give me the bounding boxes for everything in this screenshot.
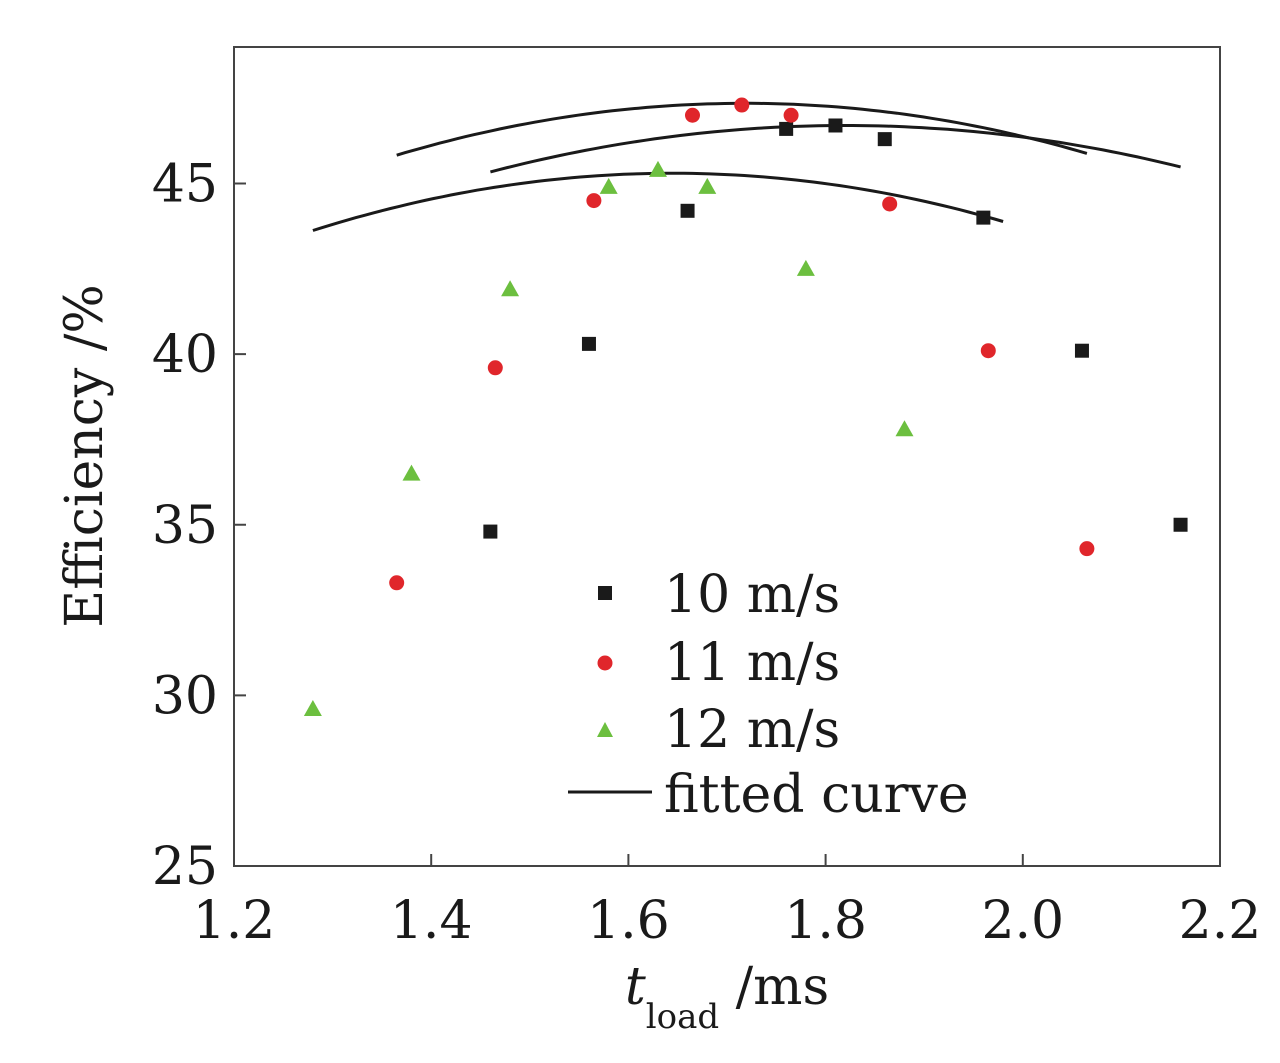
y-tick-label: 40: [152, 325, 218, 385]
point-square: [976, 210, 991, 225]
point-triangle: [796, 259, 815, 276]
x-axis-label: tload /ms: [625, 957, 829, 1037]
point-triangle: [303, 700, 322, 717]
x-tick-label: 1.2: [193, 891, 276, 951]
data-markers: [303, 97, 1188, 717]
y-tick-label: 25: [152, 837, 218, 897]
point-triangle: [402, 464, 421, 481]
x-axis-label-sub: load: [646, 997, 719, 1037]
y-axis-ticks: 25 30 35 40 45: [152, 155, 246, 897]
fitted-curve-line: [312, 171, 1004, 232]
point-triangle: [698, 177, 717, 194]
legend-marker-11ms: [597, 655, 613, 671]
point-triangle: [501, 280, 520, 297]
point-square: [483, 524, 498, 539]
x-tick-label: 2.2: [1179, 891, 1262, 951]
y-tick-label: 30: [152, 666, 218, 726]
x-tick-label: 1.4: [390, 891, 473, 951]
point-square: [581, 336, 596, 351]
point-square: [828, 118, 843, 133]
point-square: [779, 121, 794, 136]
legend: 10 m/s 11 m/s 12 m/s fitted curve: [560, 560, 1030, 830]
y-tick-label: 35: [152, 496, 218, 556]
legend-label-fitted: fitted curve: [664, 765, 969, 825]
point-triangle: [895, 420, 914, 437]
legend-marker-10ms: [598, 586, 612, 600]
point-square: [680, 203, 695, 218]
y-tick-label: 45: [152, 155, 218, 215]
fitted-curves: [312, 101, 1181, 232]
point-square: [1074, 343, 1089, 358]
x-axis-label-unit: /ms: [719, 957, 829, 1017]
x-tick-label: 1.6: [587, 891, 670, 951]
legend-background: [560, 560, 1030, 830]
point-circle: [980, 343, 996, 359]
legend-marker-12ms: [597, 722, 613, 737]
x-axis-ticks: 1.2 1.4 1.6 1.8 2.0 2.2: [193, 854, 1262, 951]
point-circle: [389, 575, 405, 591]
legend-label-12ms: 12 m/s: [664, 700, 840, 760]
point-circle: [783, 107, 799, 123]
x-tick-label: 1.8: [784, 891, 867, 951]
point-circle: [882, 196, 898, 212]
x-tick-label: 2.0: [981, 891, 1064, 951]
point-square: [877, 132, 892, 147]
point-circle: [734, 97, 750, 113]
point-square: [1173, 517, 1188, 532]
legend-label-11ms: 11 m/s: [664, 633, 840, 693]
y-axis-label: Efficiency /%: [55, 284, 115, 628]
legend-label-10ms: 10 m/s: [664, 565, 840, 625]
point-circle: [1079, 541, 1095, 557]
point-triangle: [648, 160, 667, 177]
point-triangle: [599, 177, 618, 194]
plot-frame: [233, 46, 1221, 867]
point-circle: [586, 193, 602, 209]
x-axis-label-main: t: [625, 957, 646, 1017]
point-circle: [487, 360, 503, 376]
point-circle: [684, 107, 700, 123]
